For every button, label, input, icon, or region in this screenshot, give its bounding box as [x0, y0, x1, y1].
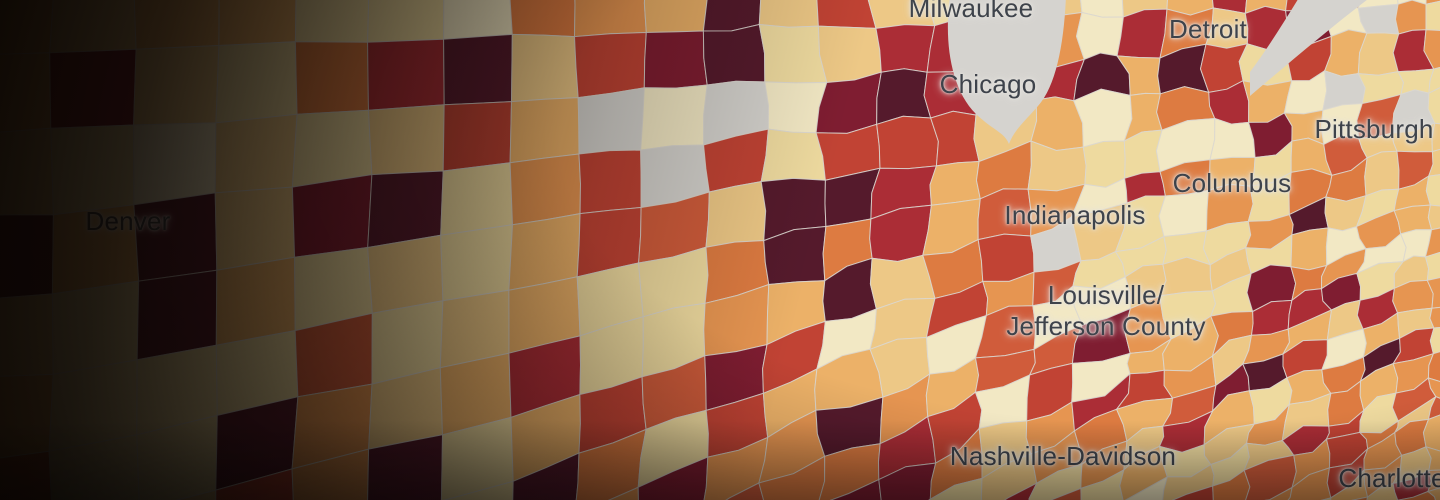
county[interactable]	[291, 174, 373, 258]
county[interactable]	[702, 23, 766, 86]
county[interactable]	[1082, 140, 1126, 188]
county[interactable]	[291, 109, 373, 188]
county[interactable]	[0, 0, 55, 55]
county[interactable]	[294, 0, 370, 43]
county[interactable]	[1427, 203, 1440, 231]
county[interactable]	[643, 30, 708, 89]
county[interactable]	[705, 181, 767, 248]
county[interactable]	[0, 293, 54, 378]
county[interactable]	[1158, 189, 1209, 238]
county[interactable]	[577, 87, 645, 155]
county[interactable]	[0, 373, 54, 462]
county[interactable]	[816, 0, 877, 29]
county[interactable]	[133, 192, 218, 282]
county[interactable]	[51, 204, 140, 295]
county[interactable]	[214, 113, 298, 194]
county[interactable]	[643, 0, 708, 34]
county[interactable]	[876, 115, 939, 170]
county[interactable]	[49, 0, 137, 54]
county[interactable]	[133, 122, 217, 206]
county[interactable]	[215, 256, 296, 346]
county[interactable]	[367, 104, 445, 176]
county[interactable]	[573, 0, 647, 38]
county[interactable]	[0, 127, 54, 216]
county[interactable]	[977, 188, 1032, 241]
county[interactable]	[440, 162, 514, 236]
county[interactable]	[1116, 8, 1168, 59]
county[interactable]	[443, 0, 513, 40]
county[interactable]	[367, 38, 445, 111]
county[interactable]	[0, 52, 52, 135]
county[interactable]	[977, 233, 1035, 282]
county[interactable]	[1158, 256, 1213, 297]
county[interactable]	[442, 101, 513, 172]
county[interactable]	[133, 44, 220, 126]
county[interactable]	[875, 24, 936, 73]
county[interactable]	[1357, 32, 1400, 76]
county[interactable]	[367, 170, 444, 249]
county[interactable]	[929, 160, 981, 206]
county[interactable]	[640, 84, 708, 151]
county[interactable]	[509, 97, 580, 164]
county[interactable]	[0, 450, 53, 500]
county[interactable]	[1394, 0, 1427, 35]
county[interactable]	[51, 280, 140, 375]
county[interactable]	[440, 224, 514, 302]
county[interactable]	[50, 124, 135, 216]
county[interactable]	[573, 31, 647, 99]
county[interactable]	[133, 0, 220, 50]
county[interactable]	[367, 234, 444, 314]
county[interactable]	[443, 33, 513, 106]
county[interactable]	[1425, 0, 1440, 31]
county[interactable]	[215, 41, 298, 124]
county[interactable]	[136, 269, 218, 361]
county[interactable]	[510, 33, 579, 103]
county[interactable]	[1290, 227, 1329, 271]
county[interactable]	[49, 48, 137, 129]
county[interactable]	[930, 110, 980, 167]
county[interactable]	[1075, 11, 1124, 61]
county[interactable]	[817, 25, 882, 84]
county[interactable]	[867, 0, 936, 29]
county[interactable]	[758, 0, 819, 28]
county[interactable]	[214, 186, 296, 271]
county[interactable]	[367, 0, 445, 43]
county[interactable]	[758, 23, 828, 84]
county[interactable]	[509, 153, 582, 226]
county[interactable]	[0, 214, 54, 301]
county[interactable]	[578, 149, 642, 215]
county[interactable]	[218, 0, 297, 47]
county[interactable]	[1209, 117, 1256, 161]
county[interactable]	[508, 0, 576, 38]
county[interactable]	[294, 41, 370, 115]
county[interactable]	[760, 128, 826, 183]
